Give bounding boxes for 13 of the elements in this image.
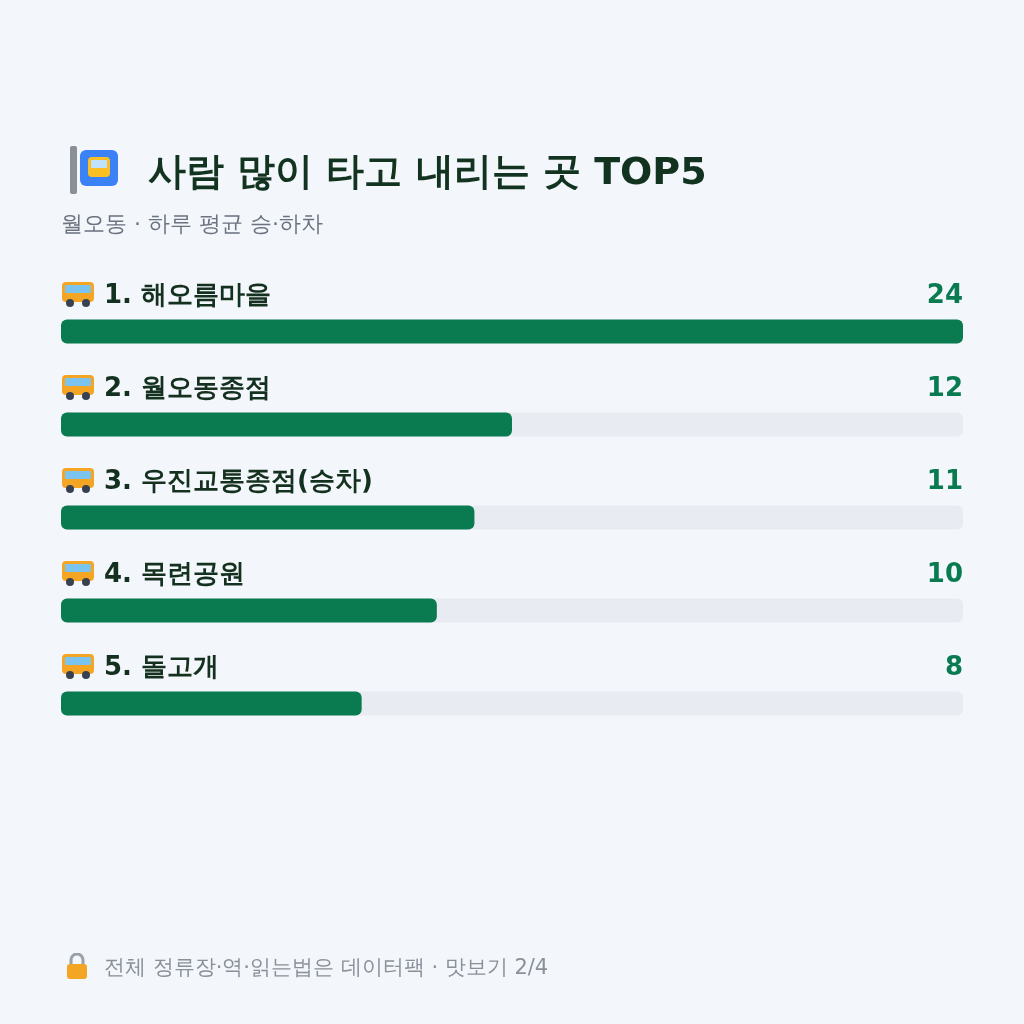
y-tick-label: 4. 목련공원 <box>104 557 246 588</box>
data-label: 8 <box>944 650 963 681</box>
data-label: 11 <box>926 464 963 495</box>
text: 전체 정류장·역·읽는법은 데이터팩 · 맛보기 2/4 <box>104 954 549 981</box>
chart-title: 사람 많이 타고 내리는 곳 TOP5 <box>148 148 707 195</box>
y-tick-label: 2. 월오동종점 <box>104 371 272 402</box>
data-label: 10 <box>926 557 963 588</box>
data-label: 12 <box>926 371 963 402</box>
y-tick-label: 1. 해오름마을 <box>104 278 272 309</box>
chart-subtitle: 월오동 · 하루 평균 승·하차 <box>61 210 323 238</box>
data-label: 24 <box>926 278 963 309</box>
y-tick-label: 3. 우진교통종점(승차) <box>104 464 373 495</box>
y-tick-label: 5. 돌고개 <box>104 650 220 681</box>
